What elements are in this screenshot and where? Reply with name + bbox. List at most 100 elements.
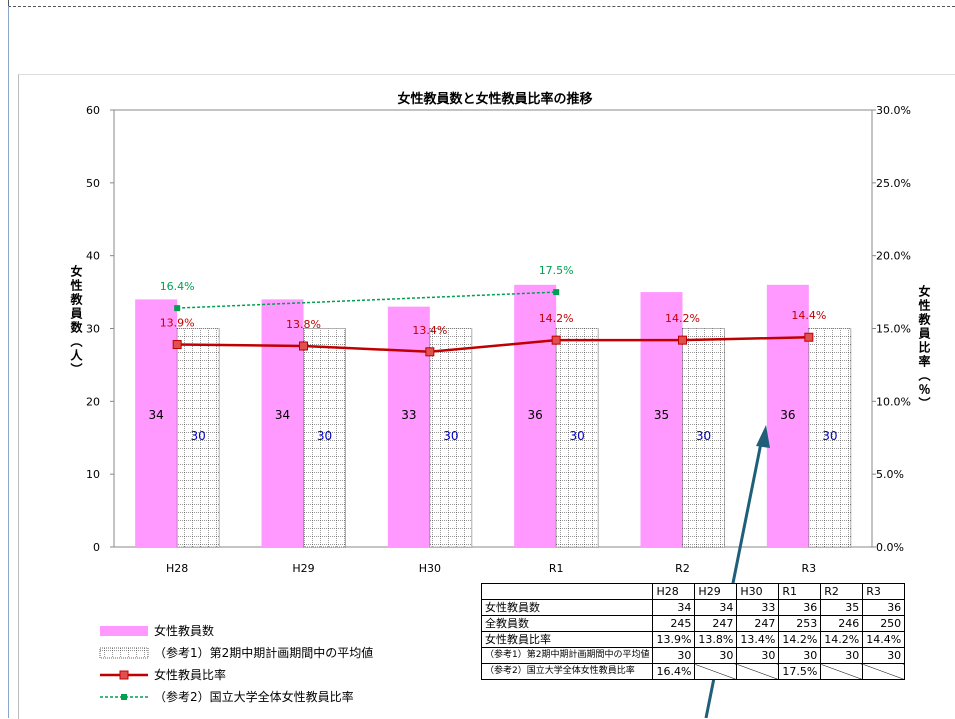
- bar-data-label: 33: [401, 408, 416, 422]
- table-cell: [820, 663, 864, 680]
- line-data-label: 16.4%: [160, 280, 195, 293]
- y-tick-label: 0: [93, 541, 100, 554]
- table-row: 全教員数 245 247 247 253 246 250: [480, 615, 906, 632]
- y-tick-label: 30: [86, 323, 100, 336]
- table-header-row: H28 H29 H30 R1 R2 R3: [480, 583, 906, 600]
- legend-swatch-bar-pink: [100, 626, 148, 636]
- y-axis-right-title: 女性教員比率（％）: [917, 285, 931, 411]
- y-tick-label: 10: [86, 468, 100, 481]
- y2-tick-label: 25.0%: [876, 177, 911, 190]
- x-tick-label: H30: [419, 562, 441, 575]
- legend-item-female-faculty: 女性教員数: [92, 620, 373, 642]
- table-cell: 30: [862, 647, 906, 664]
- legend-item-female-ratio: 女性教員比率: [92, 664, 373, 686]
- table-cell: 36: [778, 599, 822, 616]
- table-cell: 245: [652, 615, 696, 632]
- x-tick-label: R2: [675, 562, 690, 575]
- legend: 女性教員数 （参考1）第2期中期計画期間中の平均値 女性教員比率 （参考2）国立…: [92, 620, 373, 708]
- frame-top-border: [8, 0, 955, 7]
- bar-reference1: [682, 328, 725, 548]
- table-cell: 247: [736, 615, 780, 632]
- x-tick-label: R3: [802, 562, 817, 575]
- y2-tick-label: 20.0%: [876, 250, 911, 263]
- table-cell: 14.2%: [820, 631, 864, 648]
- legend-label: （参考1）第2期中期計画期間中の平均値: [154, 646, 374, 660]
- table-row-label: 女性教員数: [480, 599, 654, 616]
- bar-data-label: 30: [191, 429, 206, 443]
- y2-tick-label: 30.0%: [876, 104, 911, 117]
- bar-female-faculty: [514, 284, 557, 547]
- bar-reference1: [176, 328, 220, 548]
- bar-data-label: 35: [654, 408, 669, 422]
- table-cell: 13.8%: [694, 631, 738, 648]
- legend-item-reference1: （参考1）第2期中期計画期間中の平均値: [92, 642, 373, 664]
- table-row-label: 女性教員比率: [480, 631, 654, 648]
- table-header-cell: H28: [652, 583, 696, 600]
- table-cell: 250: [862, 615, 906, 632]
- table-cell: 35: [820, 599, 864, 616]
- y2-tick-label: 15.0%: [876, 323, 911, 336]
- table-row-label: 全教員数: [480, 615, 654, 632]
- table-cell: 14.2%: [778, 631, 822, 648]
- table-header-cell: H30: [736, 583, 780, 600]
- frame-left-border: [8, 6, 9, 718]
- table-cell: 246: [820, 615, 864, 632]
- table-header-cell: H29: [694, 583, 738, 600]
- table-cell: [862, 663, 906, 680]
- bar-data-label: 34: [149, 408, 164, 422]
- bar-female-faculty: [640, 292, 683, 547]
- x-tick-label: R1: [549, 562, 564, 575]
- table-cell: 34: [694, 599, 738, 616]
- bar-data-label: 30: [822, 429, 837, 443]
- bar-data-label: 34: [275, 408, 290, 422]
- chart-title: 女性教員数と女性教員比率の推移: [397, 91, 592, 107]
- plot-frame: [113, 109, 873, 548]
- table-cell: 30: [652, 647, 696, 664]
- table-row: （参考2）国立大学全体女性教員比率 16.4% 17.5%: [480, 663, 906, 680]
- chart-area: [18, 74, 955, 719]
- bar-data-label: 36: [528, 408, 543, 422]
- table-cell: 36: [862, 599, 906, 616]
- marker-reference2: [174, 305, 181, 312]
- legend-label: 女性教員比率: [154, 668, 227, 682]
- table-header-cell: R2: [820, 583, 864, 600]
- bar-reference1: [808, 328, 852, 548]
- table-cell: 16.4%: [652, 663, 696, 680]
- y-tick-label: 50: [86, 177, 100, 190]
- line-data-label: 14.4%: [791, 309, 826, 322]
- line-data-label: 13.9%: [160, 317, 195, 330]
- table-row-label: （参考1）第2期中期計画期間中の平均値: [480, 647, 654, 664]
- marker-female-ratio: [299, 341, 308, 351]
- table-cell: 33: [736, 599, 780, 616]
- line-data-label: 17.5%: [539, 264, 574, 277]
- bar-reference1: [303, 328, 346, 548]
- line-reference2: [177, 291, 557, 309]
- table-cell: 17.5%: [778, 663, 822, 680]
- x-tick-label: H29: [292, 562, 314, 575]
- y2-tick-label: 0.0%: [876, 541, 904, 554]
- y2-tick-label: 5.0%: [876, 468, 904, 481]
- line-data-label: 14.2%: [539, 312, 574, 325]
- y-axis-left-title: 女性教員数（人）: [69, 265, 83, 377]
- legend-swatch-bar-pattern: [99, 647, 149, 659]
- table-cell: 30: [778, 647, 822, 664]
- legend-label: （参考2）国立大学全体女性教員比率: [154, 690, 354, 704]
- bar-data-label: 30: [317, 429, 332, 443]
- y2-tick-label: 10.0%: [876, 395, 911, 408]
- table-cell: 34: [652, 599, 696, 616]
- bar-female-faculty: [135, 299, 178, 547]
- table-corner-cell: [480, 583, 654, 600]
- marker-reference2: [553, 289, 560, 296]
- legend-swatch-line-green: [100, 694, 148, 700]
- table-header-cell: R3: [862, 583, 906, 600]
- bar-data-label: 36: [780, 408, 795, 422]
- y-tick-label: 20: [86, 395, 100, 408]
- bar-data-label: 30: [570, 429, 585, 443]
- y-axis-left: 0 10 20 30 40 50 60: [86, 104, 114, 554]
- table-cell: [736, 663, 780, 680]
- table-cell: 30: [820, 647, 864, 664]
- bar-reference1: [555, 328, 599, 548]
- table-cell: 30: [736, 647, 780, 664]
- table-row: （参考1）第2期中期計画期間中の平均値 30 30 30 30 30 30: [480, 647, 906, 664]
